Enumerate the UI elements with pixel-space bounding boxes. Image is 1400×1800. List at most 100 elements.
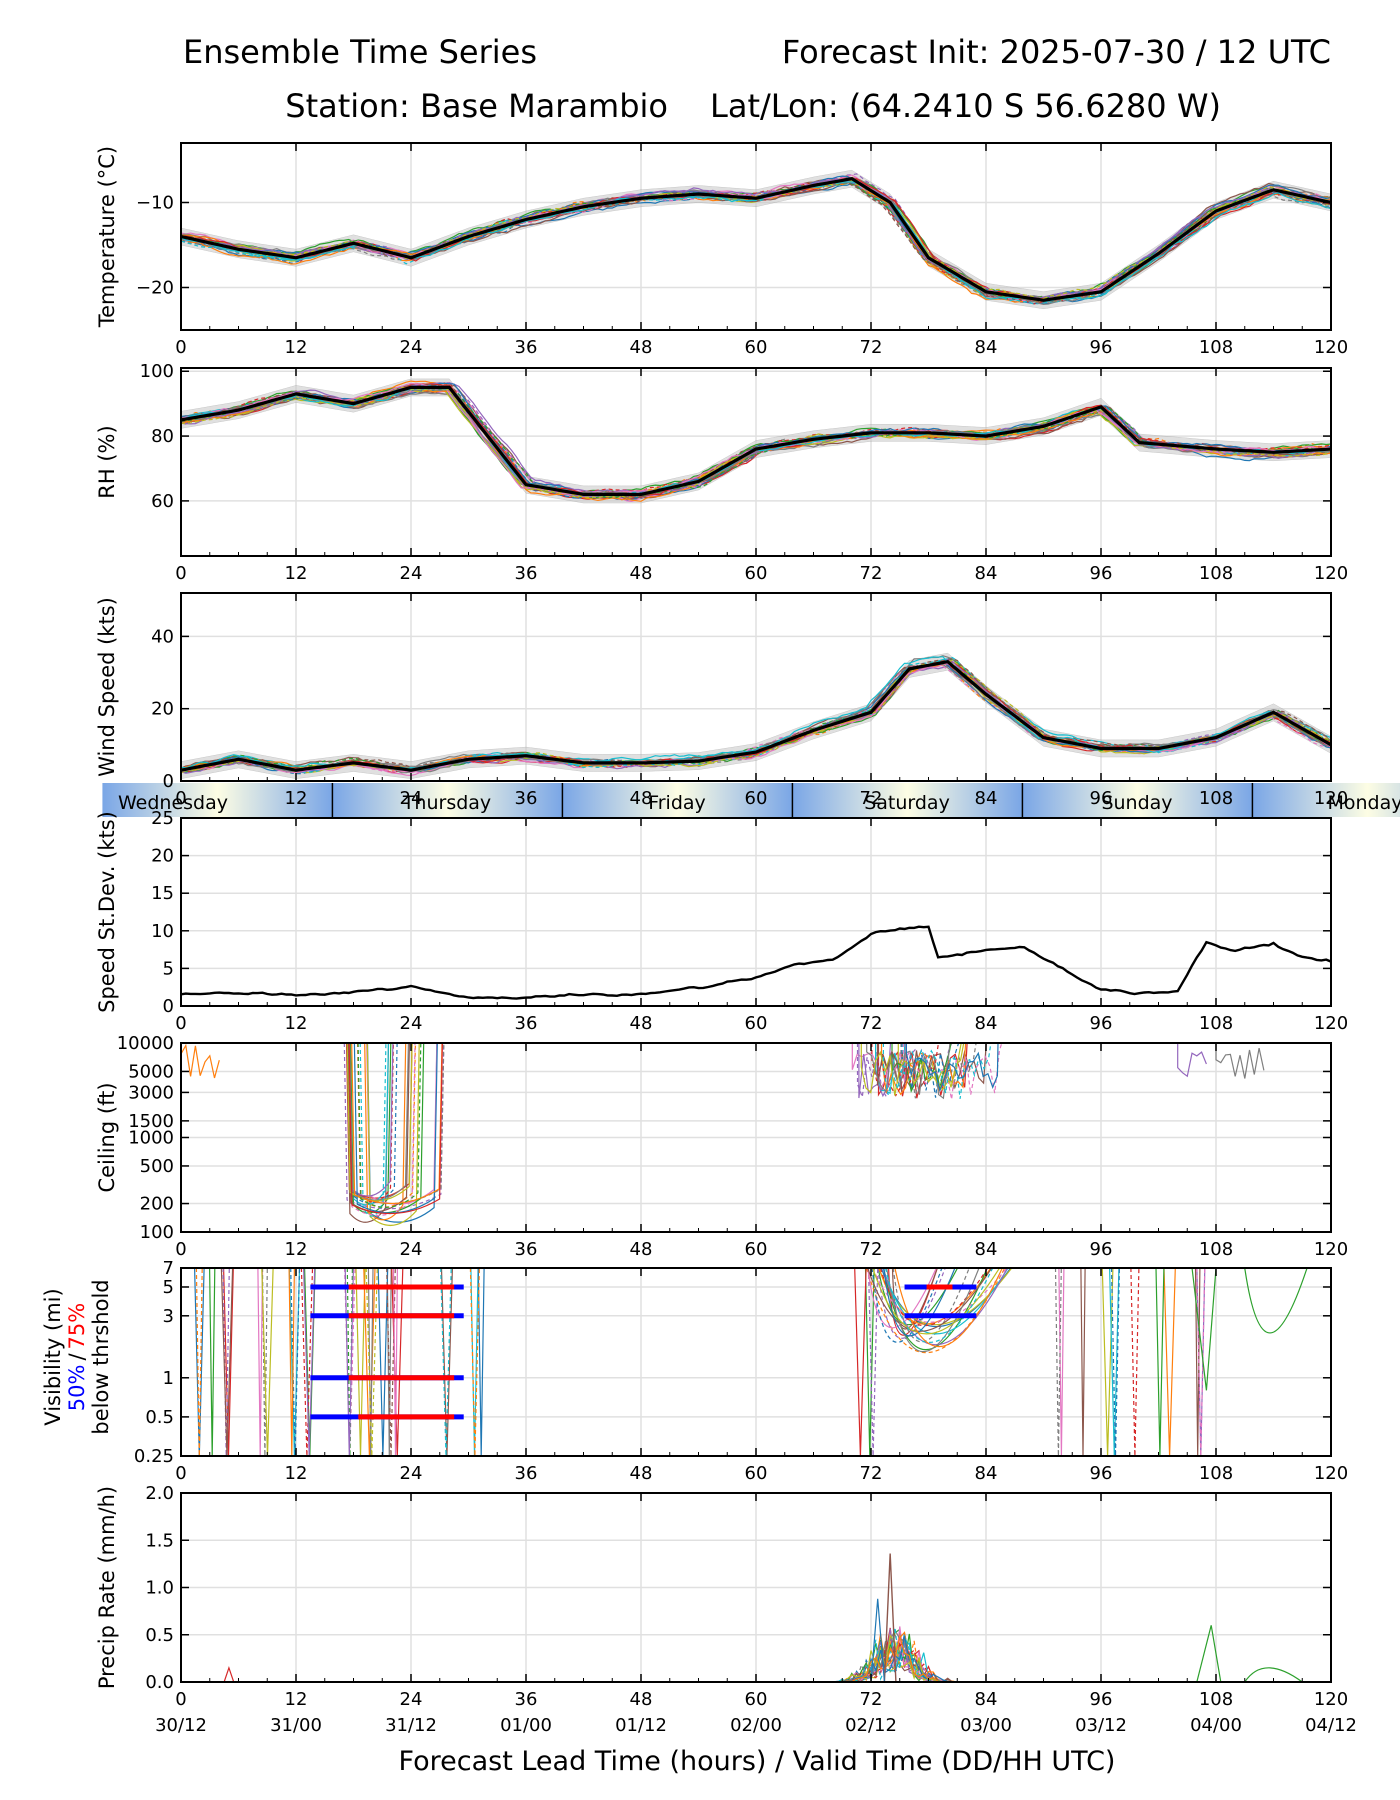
valid-label: 04/12 xyxy=(1305,1715,1357,1736)
ceiling-member xyxy=(366,1043,438,1205)
visibility-member xyxy=(288,1268,295,1456)
x-tick-label: 108 xyxy=(1199,1463,1233,1484)
day-label: Sunday xyxy=(1101,792,1172,814)
x-tick-label: 12 xyxy=(285,563,308,584)
y-tick-label: 0.5 xyxy=(145,1407,174,1428)
valid-label: 02/00 xyxy=(730,1715,782,1736)
visibility-member xyxy=(392,1268,398,1456)
day-label: Thursday xyxy=(402,792,491,814)
y-tick-label: 40 xyxy=(151,626,174,647)
visibility-member xyxy=(879,1268,989,1326)
ceiling-member xyxy=(366,1043,420,1226)
visibility-member xyxy=(877,1268,946,1339)
visibility-member xyxy=(194,1268,205,1456)
precip-peak-member xyxy=(883,1553,897,1682)
y-tick-label: 1500 xyxy=(128,1111,174,1132)
y-tick-label: 80 xyxy=(151,426,174,447)
precip-member xyxy=(223,1665,235,1682)
x-tick-label: 84 xyxy=(975,788,998,809)
valid-label: 02/12 xyxy=(845,1715,897,1736)
y-tick-label: 2.0 xyxy=(145,1483,174,1504)
x-tick-label: 12 xyxy=(285,1013,308,1034)
y-tick-label: 5 xyxy=(163,958,174,979)
x-tick-label: 0 xyxy=(175,788,186,809)
x-tick-label: 72 xyxy=(860,1239,883,1260)
x-tick-label: 60 xyxy=(745,337,768,358)
x-tick-label: 96 xyxy=(1090,1689,1113,1710)
day-label: Friday xyxy=(648,792,706,814)
y-tick-label: 200 xyxy=(140,1194,174,1215)
x-tick-label: 60 xyxy=(745,1239,768,1260)
x-tick-label: 108 xyxy=(1199,788,1233,809)
y-tick-label: 0 xyxy=(163,771,174,792)
x-tick-label: 36 xyxy=(515,1463,538,1484)
visibility-member xyxy=(477,1268,485,1456)
x-tick-label: 96 xyxy=(1090,337,1113,358)
visibility-member xyxy=(1058,1268,1065,1456)
legend-sep: / xyxy=(65,1353,89,1361)
y-tick-label: 10000 xyxy=(117,1033,174,1054)
visibility-member xyxy=(470,1268,479,1456)
x-tick-label: 108 xyxy=(1199,1239,1233,1260)
ceiling-member xyxy=(181,1043,220,1079)
panel-temperature: 0 12 24 36 48 60 72 84 96 108 120 −20 −10 Temperature… xyxy=(95,142,1348,358)
y-tick-label: 20 xyxy=(151,846,174,867)
valid-label: 04/00 xyxy=(1190,1715,1242,1736)
visibility-member xyxy=(209,1268,216,1456)
visibility-member xyxy=(894,1268,1003,1347)
precip-member xyxy=(870,1598,886,1682)
visibility-member xyxy=(1155,1268,1165,1456)
x-tick-label: 72 xyxy=(860,1463,883,1484)
x-tick-label: 120 xyxy=(1314,563,1348,584)
ceiling-member xyxy=(357,1043,422,1208)
valid-label: 01/12 xyxy=(615,1715,667,1736)
visibility-member xyxy=(195,1268,203,1456)
x-tick-label: 60 xyxy=(745,1463,768,1484)
valid-label: 30/12 xyxy=(155,1715,207,1736)
valid-label: 03/12 xyxy=(1075,1715,1127,1736)
ensemble-member xyxy=(181,388,1331,496)
y-axis-label: Wind Speed (kts) xyxy=(95,597,119,777)
day-label: Monday xyxy=(1327,792,1400,814)
y-tick-label: 100 xyxy=(140,1222,174,1243)
y-tick-label: 20 xyxy=(151,699,174,720)
y-tick-label: 60 xyxy=(151,491,174,512)
visibility-member xyxy=(1080,1268,1086,1456)
chart-title: Ensemble Time Series xyxy=(183,33,537,71)
plot-area xyxy=(181,169,1331,310)
y-axis-label: Temperature (°C) xyxy=(95,146,119,328)
ceiling-member xyxy=(1215,1043,1265,1079)
y-tick-label: 7 xyxy=(163,1258,174,1279)
x-tick-label: 72 xyxy=(860,1013,883,1034)
ensemble-member xyxy=(181,663,1331,773)
valid-time-labels: 30/12 31/00 31/12 01/00 01/12 02/00 02/1… xyxy=(155,1715,1357,1736)
x-tick-label: 48 xyxy=(630,563,653,584)
x-tick-label: 36 xyxy=(515,1239,538,1260)
panel-visibility: 0 12 24 36 48 60 72 84 96 108 120 0.25 0.5 1 3 57 xyxy=(134,1258,1348,1484)
visibility-member xyxy=(884,1268,994,1343)
legend-50: 50% xyxy=(65,1365,89,1412)
visibility-ylabel-group: Visibility (mi) 50% / 75% below thrshold xyxy=(41,1279,113,1434)
panel-relative_humidity: 0 12 24 36 48 60 72 84 96 108 120 60 80 100 RH (%) xyxy=(95,361,1348,584)
y-tick-label: −20 xyxy=(136,278,174,299)
plot-area xyxy=(194,1268,1308,1456)
plot-area xyxy=(181,1043,1265,1226)
x-tick-label: 60 xyxy=(745,563,768,584)
ceiling-member xyxy=(349,1043,409,1201)
visibility-member xyxy=(223,1268,234,1456)
y-tick-label: 15 xyxy=(151,883,174,904)
y-tick-label: 3 xyxy=(163,1306,174,1327)
x-tick-label: 48 xyxy=(630,1013,653,1034)
x-tick-label: 108 xyxy=(1199,563,1233,584)
ceiling-member xyxy=(348,1043,443,1215)
y-axis-label: Speed St.Dev. (kts) xyxy=(95,811,119,1013)
precip-member xyxy=(832,1632,996,1682)
x-tick-label: 36 xyxy=(515,563,538,584)
x-tick-label: 48 xyxy=(630,1239,653,1260)
y-tick-label: 1.5 xyxy=(145,1530,174,1551)
x-tick-label: 24 xyxy=(400,1689,423,1710)
y-tick-label: 0.0 xyxy=(145,1672,174,1693)
x-tick-label: 120 xyxy=(1314,1239,1348,1260)
visibility-member xyxy=(303,1268,316,1456)
visibility-member xyxy=(1163,1268,1176,1456)
